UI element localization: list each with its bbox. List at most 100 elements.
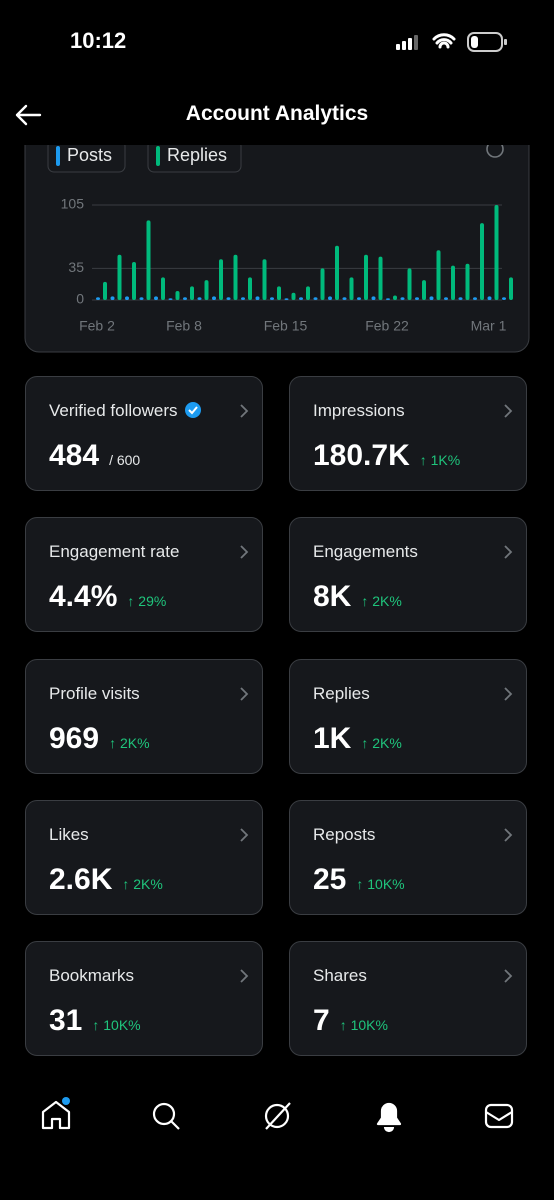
badge-dot: [62, 1097, 70, 1105]
chevron: [240, 545, 249, 559]
bar: [248, 277, 252, 300]
bar: [422, 280, 426, 300]
bar: [436, 250, 441, 300]
legend-label: Posts: [67, 145, 112, 165]
stat-card[interactable]: Likes 2.6K ↑ 2K%: [25, 799, 263, 915]
card-value: 7 ↑ 10K%: [313, 1004, 388, 1038]
card-value: 2.6K ↑ 2K%: [49, 863, 163, 897]
card-value: 25 ↑ 10K%: [313, 863, 405, 897]
status-bar: 10:12: [0, 0, 554, 88]
value-change: ↑ 29%: [127, 593, 167, 610]
messages-icon[interactable]: [484, 1103, 514, 1129]
value-change: ↑ 1K%: [419, 452, 461, 468]
bar: [204, 280, 209, 300]
x-tick-label: Feb 8: [166, 318, 202, 334]
search-icon[interactable]: [152, 1102, 180, 1130]
bar: [480, 223, 484, 300]
chevron: [504, 404, 513, 418]
stat-card[interactable]: Impressions 180.7K ↑ 1K%: [289, 376, 527, 491]
chevron: [504, 686, 513, 701]
stat-card[interactable]: Engagements 8K ↑ 2K%: [289, 517, 527, 633]
x-tick-label: Feb 22: [365, 318, 409, 334]
bar: [487, 296, 492, 300]
stat-card[interactable]: Profile visits 969 ↑ 2K%: [25, 658, 263, 774]
bar: [103, 281, 107, 300]
bar: [255, 296, 260, 300]
bar: [320, 268, 325, 300]
clock: 10:12: [70, 28, 127, 53]
card-label: Verified followers: [49, 401, 202, 421]
chevron: [240, 969, 249, 983]
value-text: 1K: [313, 721, 352, 755]
card-value: 31 ↑ 10K%: [49, 1004, 141, 1038]
value-total: / 600: [109, 452, 141, 468]
stat-card[interactable]: Engagement rate 4.4% ↑ 29%: [25, 517, 263, 633]
card-label: Replies: [313, 683, 370, 703]
bar: [125, 296, 129, 300]
bar: [291, 292, 296, 300]
bar: [197, 297, 202, 300]
stat-card[interactable]: Bookmarks 31 ↑ 10K%: [25, 941, 263, 1057]
value-text: 969: [49, 721, 100, 755]
value-text: 2.6K: [49, 862, 113, 896]
value-text: 4.4%: [49, 580, 118, 614]
bar: [444, 297, 448, 300]
bar: [183, 297, 187, 300]
stat-card[interactable]: Verified followers 484 / 600: [25, 376, 263, 491]
chevron: [240, 686, 249, 701]
bar: [393, 295, 397, 300]
bar: [154, 296, 158, 300]
card-label: Engagement rate: [49, 542, 180, 562]
bar: [132, 262, 136, 300]
bar: [400, 297, 405, 300]
bar: [313, 297, 318, 300]
back-button[interactable]: [14, 102, 44, 128]
bar: [262, 259, 267, 300]
card-value: 4.4% ↑ 29%: [49, 580, 166, 614]
home-icon[interactable]: [41, 1100, 71, 1130]
y-tick-label: 0: [76, 291, 84, 307]
notifications-icon[interactable]: [376, 1102, 402, 1133]
chevron: [504, 828, 513, 842]
status-icons: [396, 32, 507, 52]
card-label: Engagements: [313, 542, 418, 562]
chart: 0 35 105 Posts Replies Feb 2 Feb 8 Feb 15 Feb 22…: [24, 100, 530, 353]
value-text: 484: [49, 439, 100, 472]
grok-icon[interactable]: [264, 1102, 291, 1130]
stat-card[interactable]: Replies 1K ↑ 2K%: [289, 658, 527, 774]
bar: [306, 286, 310, 300]
stat-card[interactable]: Shares 7 ↑ 10K%: [289, 941, 527, 1057]
value-change: ↑ 10K%: [356, 875, 405, 892]
bar: [451, 265, 455, 300]
stat-card[interactable]: Reposts 25 ↑ 10K%: [289, 799, 527, 915]
card-value: 484 / 600: [49, 439, 140, 473]
bar: [233, 254, 238, 300]
x-tick-label: Mar 1: [471, 318, 507, 334]
y-tick-label: 105: [61, 196, 85, 212]
bar: [299, 297, 303, 300]
legend-swatch: [56, 146, 60, 166]
bar: [168, 298, 173, 300]
bar: [407, 268, 412, 300]
bar: [349, 277, 354, 300]
card-label: Bookmarks: [49, 966, 135, 986]
chart-card: [24, 100, 530, 353]
bar: [473, 297, 477, 300]
bar: [96, 297, 100, 300]
value-text: 7: [313, 1004, 330, 1038]
bar: [458, 297, 463, 300]
value-change: ↑ 2K%: [361, 734, 402, 751]
bar: [494, 205, 499, 300]
header: Account Analytics: [0, 88, 554, 145]
bar: [328, 296, 332, 300]
page-title: Account Analytics: [185, 102, 369, 125]
bar: [212, 296, 216, 300]
bar: [502, 297, 506, 300]
bar: [139, 297, 144, 300]
chevron: [504, 545, 513, 559]
bar: [226, 297, 231, 300]
bar: [364, 254, 368, 300]
y-tick-label: 35: [68, 259, 84, 275]
chevron: [240, 828, 249, 842]
